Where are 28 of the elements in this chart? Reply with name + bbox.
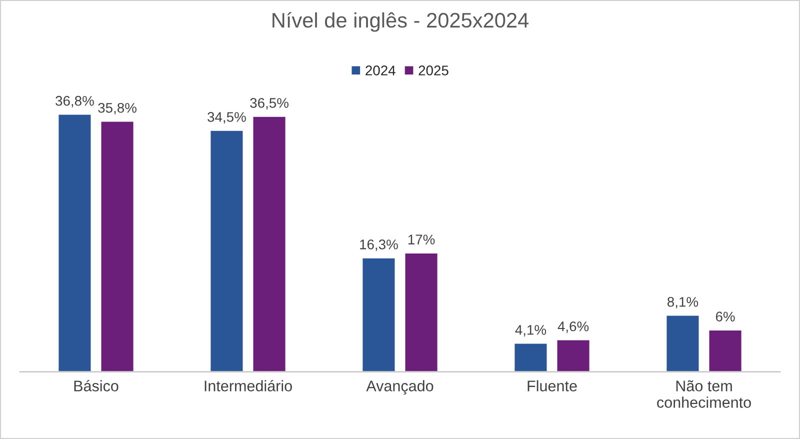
bar: [100, 120, 135, 372]
bar: [708, 329, 743, 372]
bar: [209, 129, 244, 372]
x-tick-label: Intermediário: [204, 380, 292, 392]
x-tick-label: Avançado: [366, 380, 434, 394]
x-tick-label: Fluente: [528, 380, 577, 392]
data-label: 34,5%: [208, 112, 246, 124]
data-label: 4,6%: [558, 321, 589, 333]
bar: [556, 338, 591, 372]
data-label: 6%: [716, 312, 735, 322]
bar: [665, 314, 700, 372]
x-tick-label: Não tem conhecimento: [657, 380, 751, 408]
data-label: 16,3%: [360, 240, 398, 251]
bar: [513, 342, 548, 372]
data-label: 36,5%: [250, 98, 288, 110]
chart-title: Nível de inglês - 2025x2024: [272, 12, 529, 32]
data-label: 36,8%: [56, 96, 94, 108]
data-label: 17%: [408, 234, 435, 244]
bar: [57, 113, 92, 372]
legend-label: 2024: [366, 66, 396, 76]
legend-label: 2025: [418, 66, 448, 76]
bar: [361, 256, 396, 372]
x-tick-label: Básico: [74, 380, 118, 392]
data-label: 4,1%: [515, 325, 546, 336]
data-label: 8,1%: [667, 296, 698, 308]
bar: [252, 115, 287, 372]
data-label: 35,8%: [98, 102, 136, 114]
bar: [404, 252, 439, 372]
